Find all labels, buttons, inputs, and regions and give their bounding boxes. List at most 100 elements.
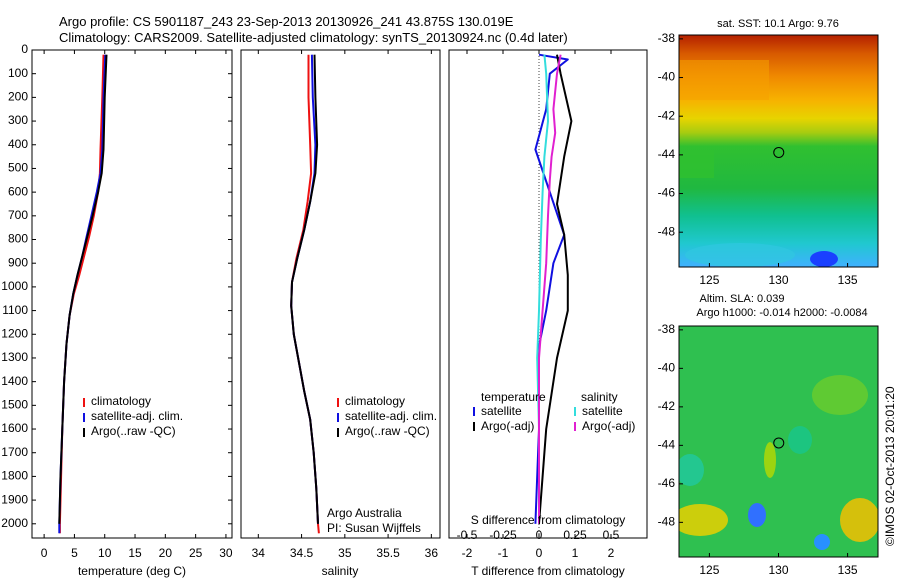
depth-tick-label: 0: [21, 42, 28, 56]
lat-tick-label: -48: [658, 515, 676, 529]
lon-tick-label: 130: [768, 563, 788, 577]
depth-tick-label: 1800: [1, 469, 28, 483]
depth-tick-label: 1700: [1, 445, 28, 459]
legend-temperature-title: temperature: [481, 390, 546, 404]
depth-tick-label: 1200: [1, 326, 28, 340]
legend-satellite-label: satellite: [481, 404, 522, 418]
legend-argo-label: Argo(..raw -QC): [345, 424, 430, 438]
difference-panel: -2 -1 0 1 2 temperature satellite Argo(-adj)…: [448, 49, 648, 578]
header-line1: Argo profile: CS 5901187_243 23-Sep-2013…: [59, 14, 514, 29]
x-tick-label: 25: [189, 546, 203, 560]
temperature-x-label: temperature (deg C): [78, 564, 186, 578]
depth-tick-label: 400: [8, 137, 28, 151]
sst-map-panel: sat. SST: 10.1 Argo: 9.76 125 130 135 -38 -…: [658, 18, 879, 287]
legend-satellite-label: satellite-adj. clim.: [91, 409, 183, 423]
sla-lime-patch: [812, 375, 868, 415]
sst-lat-axis: -38 -40 -42 -44 -46 -48: [658, 31, 683, 238]
sla-yellow-blob: [840, 498, 878, 542]
difference-series: [534, 53, 573, 524]
sla-blue-blob: [748, 503, 766, 527]
legend-climatology-label: climatology: [345, 394, 405, 408]
x-tick-label: 15: [128, 546, 142, 560]
sla-map-title: Altim. SLA: 0.039: [700, 293, 785, 305]
sla-cyan-patch: [788, 426, 812, 454]
depth-tick-label: 700: [8, 208, 28, 222]
depth-tick-label: 1400: [1, 374, 28, 388]
lat-tick-label: -46: [658, 186, 676, 200]
lat-tick-label: -38: [658, 31, 676, 45]
depth-tick-label: 1500: [1, 398, 28, 412]
x-tick-label: 2: [608, 546, 615, 560]
lon-tick-label: 125: [699, 273, 719, 287]
legend-sal-argo-label: Argo(-adj): [582, 419, 635, 433]
sla-yellow-blob: [679, 504, 728, 536]
depth-tick-label: 1600: [1, 421, 28, 435]
depth-tick-label: 600: [8, 184, 28, 198]
s-tick-label: 0.25: [563, 528, 587, 542]
sla-lon-axis: 125 130 135: [699, 553, 858, 577]
legend-argo-label: Argo(-adj): [481, 419, 534, 433]
lat-tick-label: -48: [658, 224, 676, 238]
lon-tick-label: 125: [699, 563, 719, 577]
salinity-x-axis: 34 34.5 35 35.5 36: [252, 50, 439, 560]
legend-sal-satellite-label: satellite: [582, 404, 623, 418]
temperature-legend: climatology satellite-adj. clim. Argo(..…: [83, 394, 183, 438]
series-line-argo-raw-qc-: [58, 54, 108, 524]
x-tick-label: 30: [219, 546, 233, 560]
depth-tick-label: 900: [8, 255, 28, 269]
temperature-x-axis: 0 5 10 15 20 25 30: [41, 50, 233, 560]
legend-salinity-title: salinity: [581, 390, 618, 404]
s-difference-label: S difference from climatology: [471, 513, 626, 527]
salinity-series: [290, 54, 320, 534]
imos-timestamp-container: ©IMOS 02-Oct-2013 20:01:20: [883, 386, 897, 546]
argo-float-marker: [773, 437, 785, 449]
lon-tick-label: 130: [768, 273, 788, 287]
salinity-plot-frame: [240, 49, 441, 539]
x-tick-label: 35: [338, 546, 352, 560]
sla-map-subtitle: Argo h1000: -0.014 h2000: -0.0084: [696, 307, 867, 319]
depth-tick-label: 300: [8, 113, 28, 127]
difference-legend-salinity: salinity satellite Argo(-adj): [574, 390, 635, 433]
depth-tick-label: 200: [8, 90, 28, 104]
salinity-panel: 34 34.5 35 35.5 36 climatology satellite-adj…: [240, 49, 441, 578]
s-tick-label: -0.5: [457, 528, 478, 542]
sla-blue-blob: [814, 534, 830, 550]
annotation-pi: PI: Susan Wijffels: [327, 521, 421, 535]
lat-tick-label: -44: [658, 147, 676, 161]
x-tick-label: 0: [41, 546, 48, 560]
x-tick-label: 0: [536, 546, 543, 560]
lat-tick-label: -38: [658, 322, 676, 336]
s-tick-label: 0.5: [603, 528, 620, 542]
s-tick-label: -0.25: [489, 528, 517, 542]
sst-green-patch: [679, 150, 714, 178]
depth-tick-label: 1100: [2, 303, 28, 317]
sla-lat-axis: -38 -40 -42 -44 -46 -48: [658, 322, 683, 529]
x-tick-label: -1: [498, 546, 509, 560]
x-tick-label: 34.5: [290, 546, 314, 560]
x-tick-label: 35.5: [376, 546, 400, 560]
salinity-difference-ticks: -0.5 -0.25 0 0.25 0.5: [457, 528, 620, 542]
s-tick-label: 0: [536, 528, 543, 542]
depth-tick-label: 100: [8, 66, 28, 80]
salinity-legend: climatology satellite-adj. clim. Argo(..…: [337, 394, 437, 438]
lon-tick-label: 135: [838, 273, 858, 287]
x-tick-label: 10: [98, 546, 112, 560]
x-tick-label: 20: [159, 546, 173, 560]
depth-tick-label: 2000: [1, 516, 28, 530]
x-tick-label: 5: [71, 546, 78, 560]
difference-legend-temperature: temperature satellite Argo(-adj): [473, 390, 546, 433]
x-tick-label: -2: [462, 546, 473, 560]
lat-tick-label: -42: [658, 399, 676, 413]
sst-map-title: sat. SST: 10.1 Argo: 9.76: [717, 18, 839, 30]
depth-tick-label: 800: [8, 232, 28, 246]
depth-tick-label: 1000: [1, 279, 28, 293]
temperature-series: [58, 54, 108, 534]
sst-dark-blue-blob: [810, 251, 838, 267]
lat-tick-label: -40: [658, 361, 676, 375]
header-line2: Climatology: CARS2009. Satellite-adjuste…: [59, 30, 568, 45]
depth-tick-label: 1900: [1, 492, 28, 506]
series-line-argo-raw-qc-: [290, 54, 319, 524]
x-tick-label: 1: [572, 546, 579, 560]
x-tick-label: 36: [425, 546, 439, 560]
imos-timestamp: ©IMOS 02-Oct-2013 20:01:20: [883, 386, 897, 546]
